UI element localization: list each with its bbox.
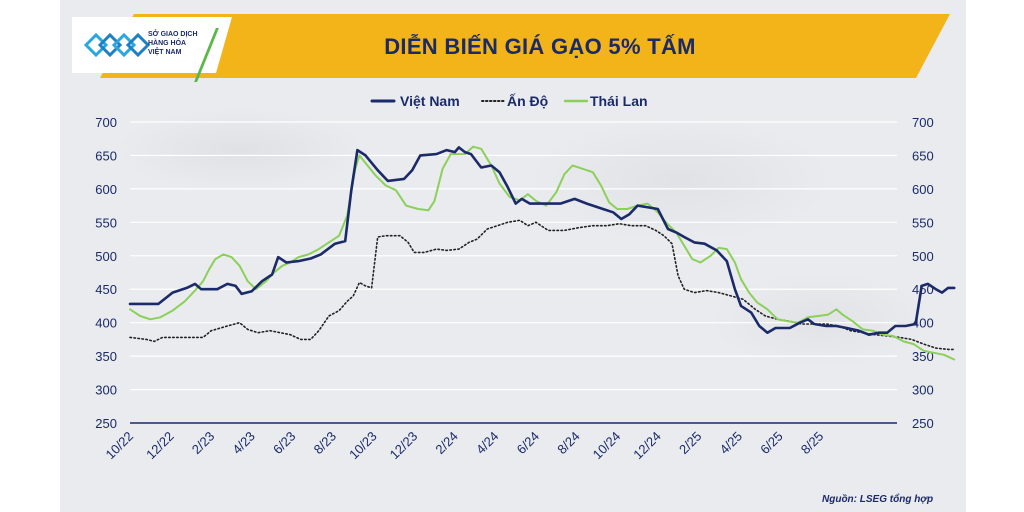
x-tick-label: 6/25 [757, 429, 786, 458]
x-tick-label: 12/22 [143, 429, 177, 463]
y-tick-label-right: 300 [912, 383, 934, 398]
y-tick-label-left: 500 [95, 249, 117, 264]
x-tick-label: 4/23 [229, 429, 258, 458]
x-tick-label: 8/24 [554, 429, 583, 458]
y-tick-label-left: 400 [95, 316, 117, 331]
x-tick-label: 10/24 [590, 429, 624, 463]
title-banner [100, 14, 950, 78]
y-tick-label-left: 600 [95, 182, 117, 197]
y-tick-label-right: 350 [912, 349, 934, 364]
legend-label-vietnam: Việt Nam [400, 93, 460, 109]
y-tick-label-left: 700 [95, 115, 117, 130]
logo-line-1: SỞ GIAO DỊCH [148, 31, 198, 38]
legend-label-thailand: Thái Lan [590, 93, 648, 109]
logo-line-2: HÀNG HÓA [148, 40, 187, 47]
x-tick-label: 6/24 [514, 429, 543, 458]
logo-text: SỞ GIAO DỊCH HÀNG HÓA VIỆT NAM [148, 30, 198, 57]
y-tick-label-right: 500 [912, 249, 934, 264]
x-tick-label: 10/23 [346, 429, 380, 463]
x-tick-label: 10/22 [103, 429, 137, 463]
x-tick-label: 2/25 [676, 429, 705, 458]
y-tick-label-right: 450 [912, 282, 934, 297]
x-tick-label: 12/24 [630, 429, 664, 463]
y-tick-label-left: 300 [95, 383, 117, 398]
y-tick-label-right: 600 [912, 182, 934, 197]
y-tick-label-right: 700 [912, 115, 934, 130]
legend-label-india: Ấn Độ [507, 93, 548, 109]
series-line-vietnam [128, 146, 956, 336]
series-line-thailand [129, 145, 956, 361]
x-tick-label: 2/23 [189, 429, 218, 458]
x-tick-label: 2/24 [432, 429, 461, 458]
chart-title: DIỄN BIẾN GIÁ GẠO 5% TẤM [384, 34, 696, 59]
y-tick-label-left: 650 [95, 148, 117, 163]
y-tick-label-right: 650 [912, 148, 934, 163]
source-note: Nguồn: LSEG tổng hợp [822, 494, 934, 505]
y-tick-label-left: 350 [95, 349, 117, 364]
x-tick-label: 6/23 [270, 429, 299, 458]
y-tick-label-left: 250 [95, 416, 117, 431]
x-tick-label: 4/24 [473, 429, 502, 458]
y-tick-label-right: 550 [912, 215, 934, 230]
x-tick-label: 8/25 [798, 429, 827, 458]
x-tick-label: 4/25 [717, 429, 746, 458]
series-line-india [129, 219, 955, 351]
x-tick-label: 8/23 [311, 429, 340, 458]
x-tick-label: 12/23 [387, 429, 421, 463]
y-tick-label-left: 450 [95, 282, 117, 297]
y-tick-label-left: 550 [95, 215, 117, 230]
logo-line-3: VIỆT NAM [148, 49, 182, 56]
y-tick-label-right: 250 [912, 416, 934, 431]
